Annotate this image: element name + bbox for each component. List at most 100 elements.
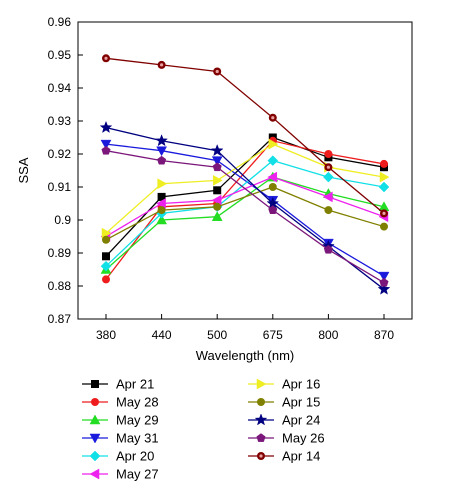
series-may-27	[100, 171, 389, 242]
legend-item-may-31: May 31	[82, 431, 159, 446]
data-point-may-26	[323, 244, 333, 254]
data-point-apr-14-center	[271, 116, 275, 120]
data-point-may-28	[102, 275, 110, 284]
series-line-apr-20	[105, 159, 385, 267]
legend-marker	[89, 450, 101, 462]
data-point-apr-15	[157, 206, 166, 215]
data-point-may-27	[156, 198, 166, 209]
y-tick-label: 0.94	[48, 81, 72, 95]
data-point-apr-14-center	[104, 56, 108, 60]
legend-label: May 29	[116, 413, 159, 428]
y-axis-title: SSA	[16, 157, 31, 183]
legend-label: Apr 21	[116, 377, 154, 392]
data-point-apr-14-center	[160, 63, 164, 67]
legend-marker	[89, 414, 101, 425]
data-point-apr-15	[213, 202, 222, 211]
series-line-apr-15	[105, 186, 385, 241]
x-tick-label: 440	[152, 328, 172, 342]
data-point-may-31	[156, 146, 168, 157]
legend-marker	[254, 413, 268, 426]
data-point-apr-15	[380, 222, 388, 231]
series-may-29	[100, 171, 390, 274]
x-tick-label: 500	[207, 328, 227, 342]
data-point-apr-14-center	[215, 69, 219, 74]
series-line-apr-21	[105, 136, 385, 257]
y-tick-label: 0.89	[48, 246, 72, 260]
y-tick-label: 0.93	[48, 114, 72, 128]
data-point-may-31	[211, 156, 223, 167]
x-tick-label: 380	[96, 328, 116, 342]
data-point-apr-16	[101, 227, 112, 239]
data-point-may-28	[324, 150, 333, 158]
data-point-may-27	[211, 194, 222, 206]
data-point-apr-20	[378, 181, 390, 193]
data-point-may-29	[156, 214, 168, 225]
y-tick-label: 0.91	[48, 180, 72, 194]
data-point-apr-16	[268, 138, 279, 150]
data-point-apr-14-center	[382, 211, 386, 215]
series-line-may-31	[105, 143, 385, 277]
x-axis-title: Wavelength (nm)	[196, 348, 295, 363]
legend-marker	[91, 398, 99, 406]
legend-item-may-26: May 26	[248, 431, 325, 446]
data-point-apr-24	[210, 143, 224, 157]
data-point-apr-16	[379, 171, 390, 183]
data-point-may-27	[267, 171, 278, 183]
data-point-apr-24	[377, 282, 391, 295]
legend-label: Apr 15	[282, 395, 320, 410]
data-point-apr-16	[157, 178, 168, 190]
legend-item-apr-16: Apr 16	[248, 377, 320, 392]
legend-item-may-28: May 28	[82, 395, 159, 410]
y-tick-label: 0.92	[48, 147, 72, 161]
x-tick-label: 800	[318, 328, 338, 342]
y-tick-label: 0.95	[48, 48, 72, 62]
legend-item-may-27: May 27	[82, 467, 159, 482]
plot-frame	[77, 21, 413, 320]
data-point-apr-14-center	[326, 165, 330, 169]
legend-label: Apr 14	[282, 449, 320, 464]
data-point-apr-15	[268, 183, 277, 191]
legend-label: May 28	[116, 395, 159, 410]
series-line-may-26	[105, 150, 385, 284]
data-point-apr-20	[100, 260, 112, 272]
data-point-apr-15	[102, 235, 110, 244]
data-point-apr-24	[155, 134, 168, 147]
legend-marker	[89, 433, 101, 444]
series-line-may-27	[105, 176, 385, 238]
series-apr-24	[99, 120, 391, 295]
x-tick-label: 675	[263, 328, 283, 342]
data-point-apr-21	[213, 186, 222, 195]
data-point-apr-21	[102, 252, 110, 261]
data-point-may-31	[378, 271, 390, 282]
legend-marker	[256, 433, 266, 442]
legend-item-apr-15: Apr 15	[248, 395, 320, 410]
legend-item-apr-20: Apr 20	[82, 449, 154, 464]
legend-label: Apr 24	[282, 413, 320, 428]
legend-item-may-29: May 29	[82, 413, 159, 428]
series-apr-15	[102, 183, 388, 244]
data-point-apr-15	[324, 206, 333, 215]
legend-item-apr-21: Apr 21	[82, 377, 154, 392]
data-point-apr-21	[157, 192, 166, 201]
series-may-28	[102, 136, 388, 284]
x-tick-label: 870	[374, 328, 394, 342]
series-may-26	[101, 145, 389, 287]
legend-marker	[89, 468, 100, 480]
data-point-may-27	[322, 191, 333, 203]
data-point-may-28	[380, 159, 388, 168]
data-point-apr-20	[267, 155, 279, 166]
legend-marker	[256, 378, 267, 390]
legend-marker-center	[259, 454, 263, 458]
legend-label: Apr 20	[116, 449, 154, 464]
y-tick-label: 0.96	[48, 15, 72, 29]
series-may-31	[100, 139, 390, 282]
legend-label: May 27	[116, 467, 159, 482]
series-line-may-29	[105, 176, 385, 270]
y-tick-label: 0.88	[48, 279, 72, 293]
series-line-apr-24	[105, 126, 385, 290]
legend-label: Apr 16	[282, 377, 320, 392]
series-line-may-28	[105, 140, 385, 280]
data-point-apr-16	[212, 174, 223, 186]
data-point-may-26	[268, 205, 278, 214]
